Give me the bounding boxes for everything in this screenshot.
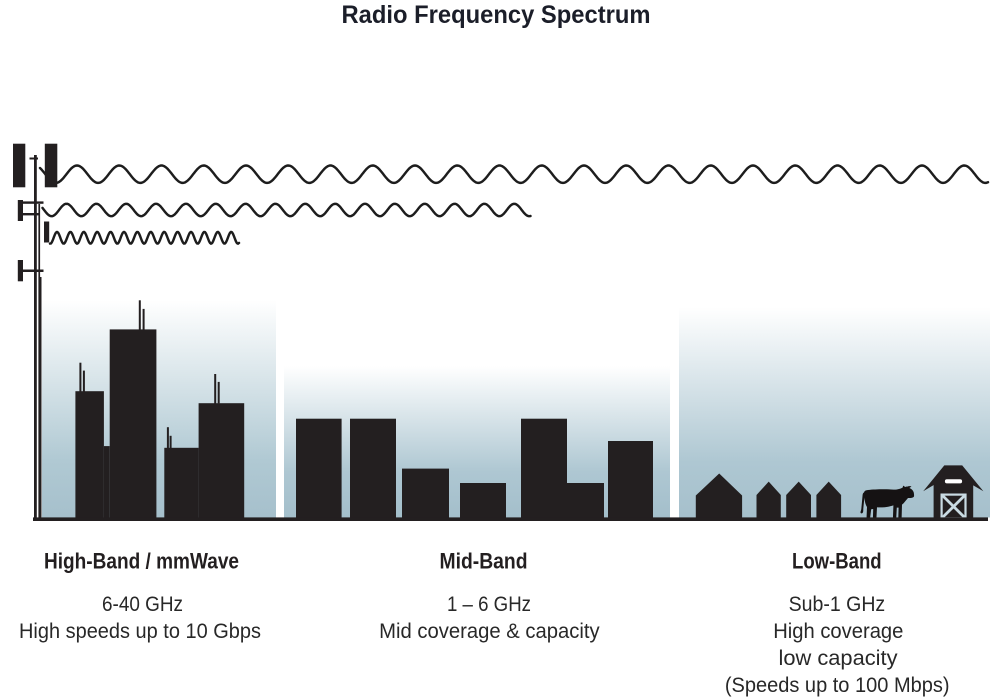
svg-text:(Speeds up to 100 Mbps): (Speeds up to 100 Mbps) [725, 674, 950, 697]
svg-text:High speeds up to 10 Gbps: High speeds up to 10 Gbps [19, 620, 261, 643]
svg-text:Low-Band: Low-Band [792, 549, 882, 574]
svg-text:Sub-1 GHz: Sub-1 GHz [789, 593, 886, 616]
svg-text:Mid-Band: Mid-Band [440, 549, 528, 574]
svg-text:low capacity: low capacity [779, 647, 899, 670]
svg-text:Radio Frequency Spectrum: Radio Frequency Spectrum [342, 1, 651, 29]
svg-text:1 – 6 GHz: 1 – 6 GHz [447, 593, 531, 616]
svg-text:High-Band / mmWave: High-Band / mmWave [44, 549, 239, 574]
svg-text:High coverage: High coverage [773, 620, 903, 643]
svg-text:Mid coverage & capacity: Mid coverage & capacity [379, 620, 600, 643]
svg-text:6-40 GHz: 6-40 GHz [102, 593, 183, 616]
